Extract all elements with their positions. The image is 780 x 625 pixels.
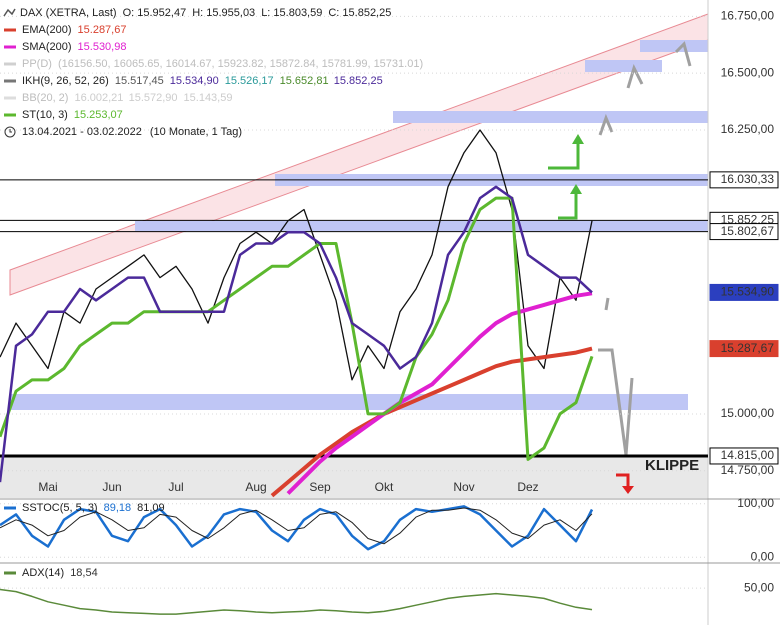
series-line [0, 505, 594, 551]
arrow [558, 192, 578, 220]
legend-name: EMA(200) [22, 24, 72, 36]
arrow-head [570, 184, 582, 194]
x-tick-label: Jul [168, 480, 183, 494]
x-tick-label: Mai [38, 480, 57, 494]
clock-icon [4, 126, 16, 138]
y-tick-label: 16.250,00 [721, 122, 775, 136]
level-label: 15.852,25 [721, 212, 775, 226]
arrow [626, 63, 644, 89]
arrow [598, 113, 614, 136]
level-box [709, 340, 779, 358]
y-tick-label: 15.000,00 [721, 406, 775, 420]
legend-name: SMA(200) [22, 41, 72, 53]
ohlc-value: O: 15.952,47 [123, 7, 187, 19]
arrow [598, 348, 634, 456]
legend-value: 15.530,98 [78, 41, 127, 53]
legend-name: PP(D) [22, 58, 52, 70]
ohlc-value: L: 15.803,59 [261, 7, 322, 19]
level-label: 15.287,67 [721, 341, 775, 355]
arrow [604, 297, 610, 311]
icon [3, 8, 16, 17]
support-zone [0, 456, 708, 498]
x-tick-label: Jun [102, 480, 121, 494]
arrow-head [572, 134, 584, 144]
resistance-zone [135, 221, 708, 231]
series-line [0, 588, 593, 615]
legend-value: 15.517,45 [115, 75, 164, 87]
series-line [286, 291, 593, 495]
legend-name: ADX(14) [22, 567, 64, 579]
legend-entry: ADX(14) 18,54 [22, 567, 98, 579]
ohlc-value: H: 15.955,03 [192, 7, 255, 19]
legend-entry: PP(D) (16156.50, 16065.65, 16014.67, 1592… [22, 58, 423, 70]
resistance-zone [640, 40, 708, 52]
x-tick-label: Aug [245, 480, 266, 494]
level-label: 16.030,33 [721, 172, 775, 186]
series-line [0, 507, 593, 545]
legend-name: SSTOC(5, 5, 3) [22, 502, 98, 514]
series-line [0, 185, 593, 483]
legend-name: IKH(9, 26, 52, 26) [22, 75, 109, 87]
legend-value: 81,09 [137, 502, 165, 514]
y-tick-label: 50,00 [744, 580, 774, 594]
clock-icon [9, 129, 12, 133]
level-box [709, 171, 779, 189]
series-line [0, 129, 593, 381]
y-tick-label: 14.750,00 [721, 463, 775, 477]
level-label: 15.802,67 [721, 224, 775, 238]
x-tick-label: Sep [309, 480, 331, 494]
arrow-head [622, 486, 634, 494]
x-tick-label: Okt [375, 480, 394, 494]
x-tick-label: Nov [453, 480, 474, 494]
annotation: KLIPPE [645, 457, 699, 474]
series-line [270, 346, 593, 498]
legend-entry: EMA(200) 15.287,67 [22, 24, 126, 36]
legend-value: 89,18 [104, 502, 132, 514]
legend-value: 15.526,17 [225, 75, 274, 87]
series-line [0, 196, 594, 461]
level-box [709, 283, 779, 301]
resistance-zone [585, 60, 662, 72]
legend-value: 15.652,81 [280, 75, 329, 87]
y-tick-label: 0,00 [751, 549, 775, 563]
period-range: 13.04.2021 - 03.02.2022 [22, 126, 142, 138]
legend-entry: BB(20, 2) 16.002,21 15.572,90 15.143,59 [22, 92, 232, 104]
resistance-zone [393, 111, 708, 123]
level-label: 14.815,00 [721, 448, 775, 462]
ohlc-value: C: 15.852,25 [328, 7, 391, 19]
level-box [709, 447, 779, 465]
period-note: (10 Monate, 1 Tag) [150, 126, 242, 138]
legend-name: ST(10, 3) [22, 109, 68, 121]
chart-title: DAX (XETRA, Last) [20, 7, 117, 19]
level-label: 15.534,90 [721, 285, 775, 299]
legend-value: 15.253,07 [74, 109, 123, 121]
legend-value: 15.534,90 [170, 75, 219, 87]
legend-entry: SSTOC(5, 5, 3) 89,18 81,09 [22, 502, 165, 514]
support-band [10, 394, 688, 410]
level-box [709, 223, 779, 241]
legend-value: 16.002,21 [74, 92, 123, 104]
header: DAX (XETRA, Last) O: 15.952,47 H: 15.955,0… [20, 7, 391, 19]
legend-value: 15.143,59 [184, 92, 233, 104]
legend-value: (16156.50, 16065.65, 16014.67, 15923.82,… [58, 58, 423, 70]
period: 13.04.2021 - 03.02.2022 (10 Monate, 1 Tag… [22, 126, 242, 138]
legend-name: BB(20, 2) [22, 92, 68, 104]
y-tick-label: 100,00 [737, 496, 774, 510]
legend-value: 18,54 [70, 567, 98, 579]
legend-entry: SMA(200) 15.530,98 [22, 41, 126, 53]
arrow [674, 41, 692, 67]
arrow [548, 142, 580, 170]
y-tick-label: 16.750,00 [721, 9, 775, 23]
x-tick-label: Dez [517, 480, 538, 494]
arrow [616, 473, 630, 488]
legend-value: 15.287,67 [78, 24, 127, 36]
legend-value: 15.852,25 [334, 75, 383, 87]
legend-entry: IKH(9, 26, 52, 26) 15.517,45 15.534,90 15.5… [22, 75, 383, 87]
legend-entry: ST(10, 3) 15.253,07 [22, 109, 123, 121]
y-tick-label: 16.500,00 [721, 65, 775, 79]
legend-value: 15.572,90 [129, 92, 178, 104]
